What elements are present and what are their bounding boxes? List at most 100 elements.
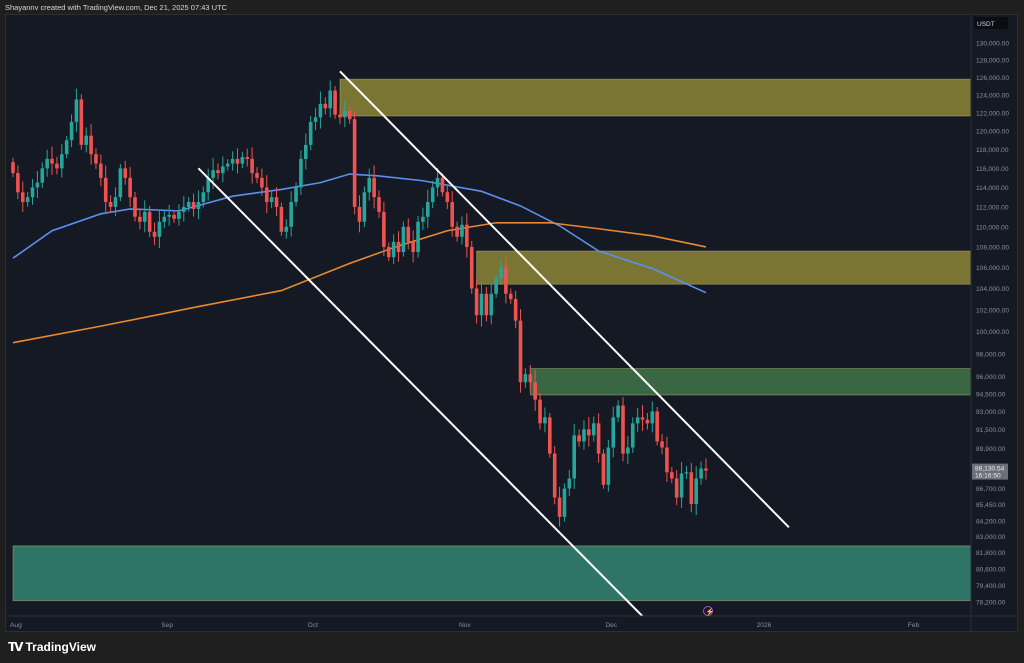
candle-body	[406, 226, 411, 242]
candle-body	[304, 144, 308, 159]
candle	[30, 179, 35, 205]
candle-body	[650, 411, 655, 424]
chart-frame[interactable]: USDT 130,000.00 128,000.00 126,000.00 124,00…	[5, 14, 1019, 633]
candle	[60, 144, 64, 178]
candle	[240, 151, 245, 169]
candle	[367, 168, 372, 201]
candle	[557, 486, 562, 527]
candle-body	[74, 99, 79, 122]
x-tick-label: Oct	[308, 622, 318, 629]
candle	[108, 195, 113, 214]
candle-body	[221, 166, 225, 174]
y-tick-label: 79,400.00	[976, 583, 1006, 590]
candle	[660, 433, 664, 455]
candle	[528, 365, 533, 391]
candle-body	[601, 453, 606, 485]
candle-body	[211, 170, 215, 178]
y-tick-label: 94,500.00	[976, 391, 1006, 398]
candle-body	[582, 429, 586, 442]
candle	[406, 218, 411, 250]
plot-area	[11, 70, 971, 616]
candle	[55, 156, 59, 175]
y-tick-label: 96,000.00	[976, 374, 1006, 381]
candle	[450, 191, 454, 237]
candle-body	[606, 447, 611, 485]
candle-body	[479, 293, 484, 316]
candle-body	[396, 241, 401, 253]
candle-body	[279, 206, 284, 232]
candle	[79, 94, 84, 150]
candle	[16, 165, 20, 200]
y-tick-label: 128,000.00	[976, 58, 1009, 65]
price-chart[interactable]: USDT 130,000.00 128,000.00 126,000.00 124,00…	[6, 15, 1019, 633]
candle	[630, 417, 635, 453]
candle	[401, 221, 406, 257]
candle	[426, 189, 430, 229]
candle-body	[367, 177, 372, 193]
candle-body	[440, 177, 445, 193]
lightning-event-icon: ⚡	[703, 606, 714, 616]
candle	[689, 463, 694, 513]
candle	[523, 368, 528, 388]
candle	[94, 148, 98, 170]
candle-body	[616, 405, 620, 418]
candle-body	[572, 435, 576, 479]
candle-body	[201, 192, 206, 203]
candle-body	[313, 117, 318, 122]
chart-credit: Shayannv created with TradingView.com, D…	[5, 3, 228, 12]
candle-body	[528, 374, 533, 383]
candle	[465, 213, 469, 258]
candle-body	[679, 473, 684, 498]
candle	[84, 127, 88, 153]
candle-body	[123, 168, 128, 178]
candle	[274, 187, 279, 216]
y-tick-label: 112,000.00	[976, 204, 1009, 211]
currency-label-bg	[974, 17, 1008, 29]
candle-body	[626, 447, 630, 454]
candle	[582, 420, 586, 450]
candle	[255, 167, 259, 184]
candle	[621, 397, 625, 462]
candle	[372, 165, 376, 209]
candle	[167, 204, 171, 226]
candle-body	[103, 177, 108, 203]
candle-body	[435, 177, 440, 188]
candle	[445, 184, 450, 209]
candle	[562, 483, 567, 522]
y-tick-label: 86,700.00	[976, 486, 1006, 493]
moving-average-slow	[12, 221, 707, 344]
candle-body	[343, 111, 347, 118]
y-tick-label: 100,000.00	[976, 329, 1009, 336]
candle-body	[391, 241, 396, 258]
trend-line	[197, 167, 644, 616]
tradingview-logo[interactable]: 𝗧𝗩 TradingView	[8, 640, 96, 654]
candle	[455, 221, 459, 242]
candle-body	[250, 158, 254, 174]
candle-body	[274, 197, 279, 207]
candle-body	[499, 267, 503, 278]
candle-body	[508, 293, 513, 300]
candle	[684, 466, 689, 479]
candle-body	[113, 197, 118, 207]
candle	[216, 163, 220, 180]
candle-body	[30, 187, 35, 198]
y-tick-label: 89,900.00	[976, 446, 1006, 453]
supply-demand-zone	[529, 368, 971, 396]
y-tick-label: 120,000.00	[976, 129, 1009, 136]
candle	[616, 400, 620, 423]
candle	[694, 466, 698, 516]
candle-body	[40, 168, 45, 183]
candle-body	[338, 114, 342, 118]
candle	[304, 133, 308, 170]
candle	[347, 105, 352, 124]
candle	[260, 168, 264, 196]
candle	[69, 114, 74, 148]
candle-body	[416, 221, 420, 253]
y-tick-label: 93,000.00	[976, 409, 1006, 416]
candle	[626, 435, 630, 465]
x-tick-label: Sep	[161, 622, 173, 629]
candle-body	[596, 423, 601, 454]
candle	[377, 190, 381, 218]
y-tick-label: 80,600.00	[976, 566, 1006, 573]
candle	[704, 458, 708, 480]
